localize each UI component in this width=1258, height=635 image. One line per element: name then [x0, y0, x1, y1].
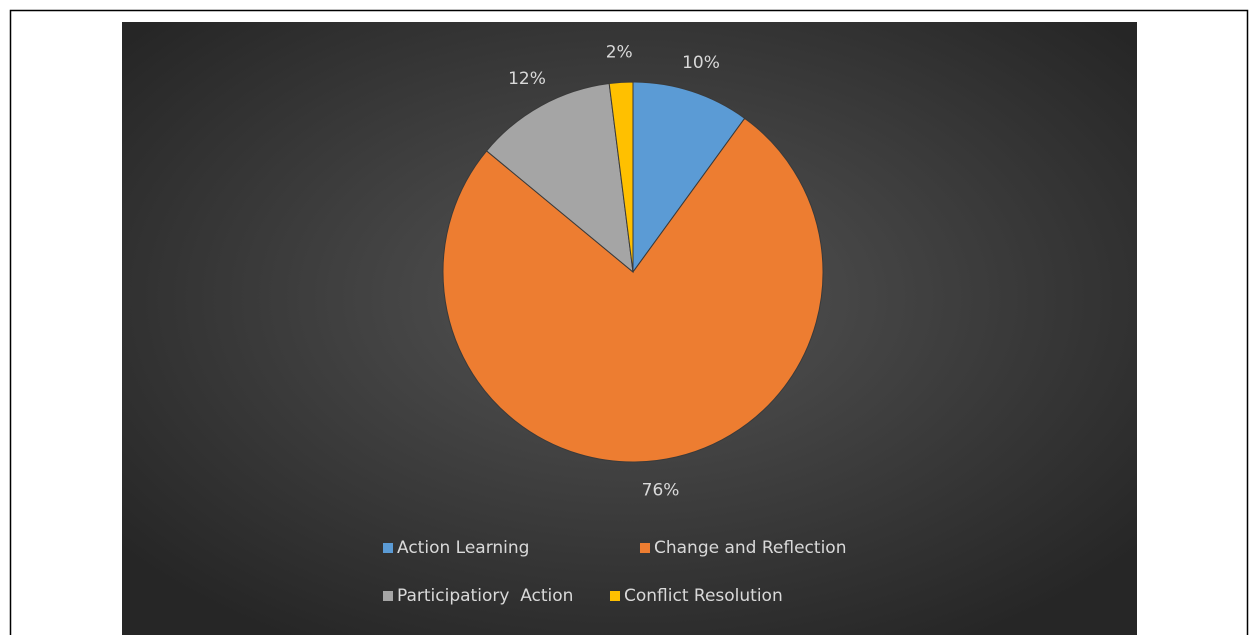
legend-label: Conflict Resolution — [624, 586, 783, 606]
data-label: 10% — [682, 53, 720, 73]
legend-label: Action Learning — [397, 538, 529, 558]
legend-label: Participatiory Action — [397, 586, 573, 606]
legend-label: Change and Reflection — [654, 538, 846, 558]
data-label: 76% — [642, 480, 680, 500]
frame — [9, 9, 1249, 635]
legend-swatch — [383, 591, 393, 601]
data-label: 12% — [508, 69, 546, 89]
pie-slice — [608, 81, 634, 273]
legend-swatch — [640, 543, 650, 553]
legend-swatch — [383, 543, 393, 553]
legend-swatch — [610, 591, 620, 601]
pie-slice — [632, 81, 746, 274]
pie-slice — [442, 117, 824, 463]
data-label: 2% — [606, 42, 633, 62]
pie-slice — [485, 82, 634, 274]
